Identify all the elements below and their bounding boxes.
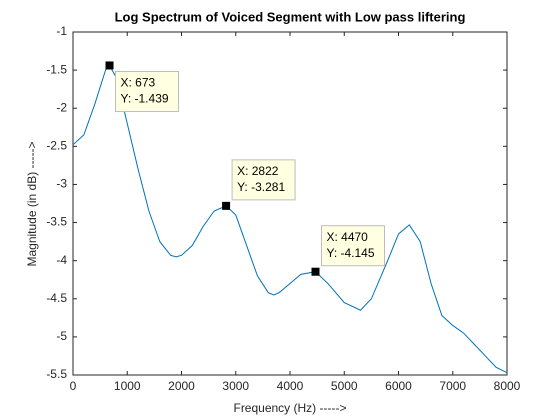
- x-axis-label: Frequency (Hz) ----->: [233, 401, 346, 415]
- datatip-box: [320, 225, 385, 267]
- datatip-box: [231, 159, 296, 201]
- x-tick-label: 4000: [277, 379, 304, 393]
- y-tick-label: -2: [56, 100, 67, 114]
- x-tick-label: 5000: [331, 379, 358, 393]
- line-series: [72, 64, 508, 374]
- x-tick-label: 8000: [494, 379, 521, 393]
- y-tick-label: -1: [56, 24, 67, 38]
- datatip-label: Y: -4.145: [326, 246, 374, 260]
- datatip-label: X: 2822: [237, 164, 279, 178]
- datatip-marker: [105, 61, 114, 70]
- y-tick-label: -3: [56, 177, 67, 191]
- x-tick-label: 6000: [385, 379, 412, 393]
- datatip-label: Y: -3.281: [237, 180, 285, 194]
- datatip-marker: [311, 267, 320, 276]
- y-axis-label: Magnitude (in dB) ----->: [25, 141, 39, 266]
- y-tick-label: -1.5: [46, 62, 67, 76]
- datatip-box: [115, 70, 180, 112]
- y-tick-label: -3.5: [46, 215, 67, 229]
- datatip-label: X: 673: [121, 76, 156, 90]
- y-tick-label: -4: [56, 253, 67, 267]
- datatip-label: X: 4470: [326, 230, 368, 244]
- x-tick-label: 2000: [168, 379, 195, 393]
- datatip-label: Y: -1.439: [121, 92, 169, 106]
- datatip-marker: [222, 201, 231, 210]
- y-tick-label: -2.5: [46, 139, 67, 153]
- y-tick-label: -5.5: [46, 367, 67, 381]
- x-tick-label: 3000: [222, 379, 249, 393]
- y-tick-label: -4.5: [46, 291, 67, 305]
- chart-title: Log Spectrum of Voiced Segment with Low …: [115, 9, 466, 24]
- x-tick-label: 1000: [114, 379, 141, 393]
- y-tick-label: -5: [56, 329, 67, 343]
- x-tick-label: 7000: [439, 379, 466, 393]
- x-tick-label: 0: [70, 379, 77, 393]
